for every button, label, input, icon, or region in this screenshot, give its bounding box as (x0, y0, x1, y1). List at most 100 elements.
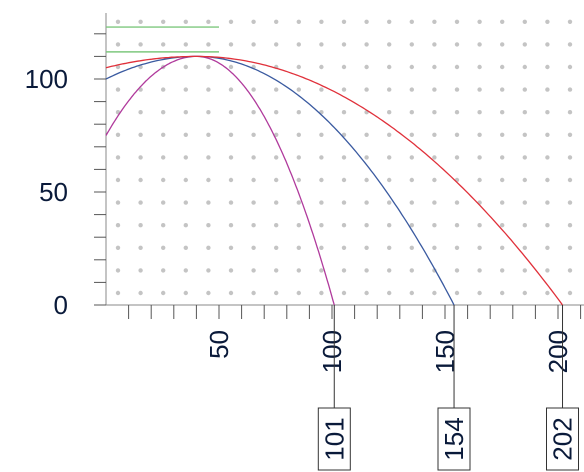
grid-dot (454, 223, 460, 228)
grid-dot (409, 110, 414, 115)
grid-dot (296, 223, 301, 228)
grid-dot (409, 177, 414, 183)
grid-dot (387, 223, 392, 228)
grid-dot (274, 42, 279, 47)
grid-dot (341, 290, 347, 296)
grid-dot (296, 155, 301, 160)
grid-dot (206, 110, 211, 115)
grid-dot (500, 290, 505, 296)
grid-dot (183, 245, 188, 250)
grid-dot (432, 177, 437, 183)
grid-dot (138, 155, 143, 160)
grid-dot (319, 64, 324, 70)
grid-dot (183, 87, 188, 92)
grid-dot (341, 42, 347, 47)
grid-dot (522, 19, 527, 24)
grid-dot (567, 268, 573, 273)
grid-dot (522, 64, 527, 70)
grid-dot (545, 290, 550, 296)
callout-box (317, 407, 351, 471)
grid-dot (319, 177, 324, 183)
grid-dot (454, 19, 460, 24)
grid-dot (545, 87, 550, 92)
grid-dot (477, 223, 482, 228)
grid-dot (409, 42, 414, 47)
grid-dot (274, 19, 279, 24)
grid-dot (341, 110, 347, 115)
grid-dot (409, 155, 414, 160)
grid-dot (409, 245, 414, 250)
grid-dot (206, 155, 211, 160)
grid-dot (545, 245, 550, 250)
grid-dot (567, 200, 573, 205)
grid-dot (228, 19, 234, 24)
grid-dot (545, 155, 550, 160)
grid-dot (477, 132, 482, 137)
grid-dot (115, 155, 121, 160)
grid-dot (228, 200, 234, 205)
grid-dot (567, 223, 573, 228)
grid-dot (161, 19, 166, 24)
grid-dot (206, 177, 211, 183)
grid-dot (251, 177, 256, 183)
grid-dot (500, 87, 505, 92)
grid-dot (138, 223, 143, 228)
axes (94, 13, 584, 319)
grid-dot (387, 87, 392, 92)
grid-dot (545, 177, 550, 183)
grid-dot (500, 19, 505, 24)
grid-dot (206, 64, 211, 70)
grid-dot (115, 177, 121, 183)
y-tick-label: 50 (39, 177, 68, 207)
grid-dot (341, 177, 347, 183)
grid-dot (319, 290, 324, 296)
grid-dot (432, 64, 437, 70)
grid-dot (138, 245, 143, 250)
grid-dot (161, 110, 166, 115)
grid-dot (296, 200, 301, 205)
series-curve (105, 55, 335, 306)
grid-dot (161, 200, 166, 205)
grid-dot (567, 19, 573, 24)
grid-dot (251, 155, 256, 160)
grid-dot (432, 223, 437, 228)
grid-dot (364, 268, 369, 273)
grid-dot (522, 223, 527, 228)
grid-dot (296, 132, 301, 137)
grid-dot (341, 268, 347, 273)
grid-dot (274, 132, 279, 137)
grid-dot (454, 110, 460, 115)
grid-dot (364, 132, 369, 137)
grid-dot (319, 245, 324, 250)
grid-dot (409, 19, 414, 24)
grid-dot (251, 132, 256, 137)
grid-dot (432, 42, 437, 47)
grid-dot (409, 268, 414, 273)
grid-dot (161, 177, 166, 183)
grid-dot (477, 19, 482, 24)
grid-dot (296, 64, 301, 70)
grid-dot (251, 223, 256, 228)
grid-dot (251, 290, 256, 296)
grid-dot (341, 155, 347, 160)
grid-dot (364, 64, 369, 70)
grid-dot (251, 200, 256, 205)
grid-dot (477, 64, 482, 70)
grid-dot (251, 42, 256, 47)
grid-dot (387, 42, 392, 47)
grid-dot (206, 245, 211, 250)
grid-dot (387, 19, 392, 24)
grid-dot (432, 245, 437, 250)
grid-dot (477, 268, 482, 273)
grid-dot (522, 155, 527, 160)
grid-dot (409, 200, 414, 205)
grid-dot (138, 177, 143, 183)
grid-dot (545, 64, 550, 70)
grid-dot (545, 132, 550, 137)
grid-dot (522, 132, 527, 137)
grid-dot (161, 268, 166, 273)
grid-dot (138, 268, 143, 273)
grid-dot (296, 19, 301, 24)
grid-dot (522, 42, 527, 47)
grid-dot (522, 268, 527, 273)
